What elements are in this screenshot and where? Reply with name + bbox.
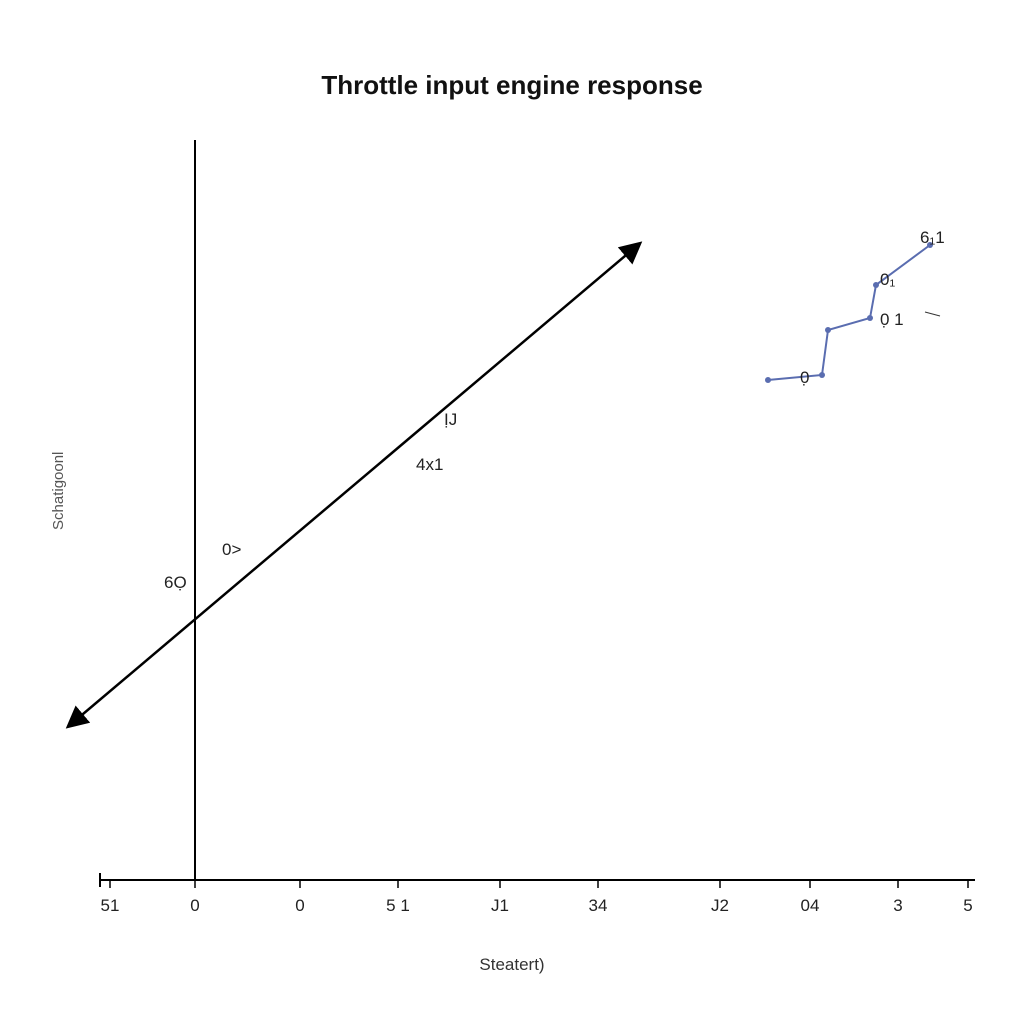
legend-label-2: 0₁ — [880, 270, 895, 290]
line-label-2: 4x1 — [416, 455, 443, 475]
x-tick-label-2: 0 — [295, 896, 304, 916]
chart-canvas: Throttle input engine response Schatigoo… — [0, 0, 1024, 1024]
x-tick-label-5: 34 — [589, 896, 608, 916]
line-label-1: 0> — [222, 540, 241, 560]
x-tick-label-7: 04 — [801, 896, 820, 916]
legend-label-3: 6₁1 — [920, 228, 945, 248]
plot-svg — [0, 0, 1024, 1024]
x-tick-label-8: 3 — [893, 896, 902, 916]
x-tick-label-6: J2 — [711, 896, 729, 916]
x-tick-label-3: 5 1 — [386, 896, 410, 916]
x-tick-label-0: 51 — [101, 896, 120, 916]
legend-label-0: 0̣ — [800, 368, 809, 388]
line-label-0: 6Ọ — [164, 573, 187, 593]
line-label-3: ỊJ — [444, 410, 457, 430]
legend-label-1: 0̣ 1 — [880, 310, 904, 330]
x-tick-label-4: J1 — [491, 896, 509, 916]
x-tick-label-1: 0 — [190, 896, 199, 916]
x-tick-label-9: 5 — [963, 896, 972, 916]
